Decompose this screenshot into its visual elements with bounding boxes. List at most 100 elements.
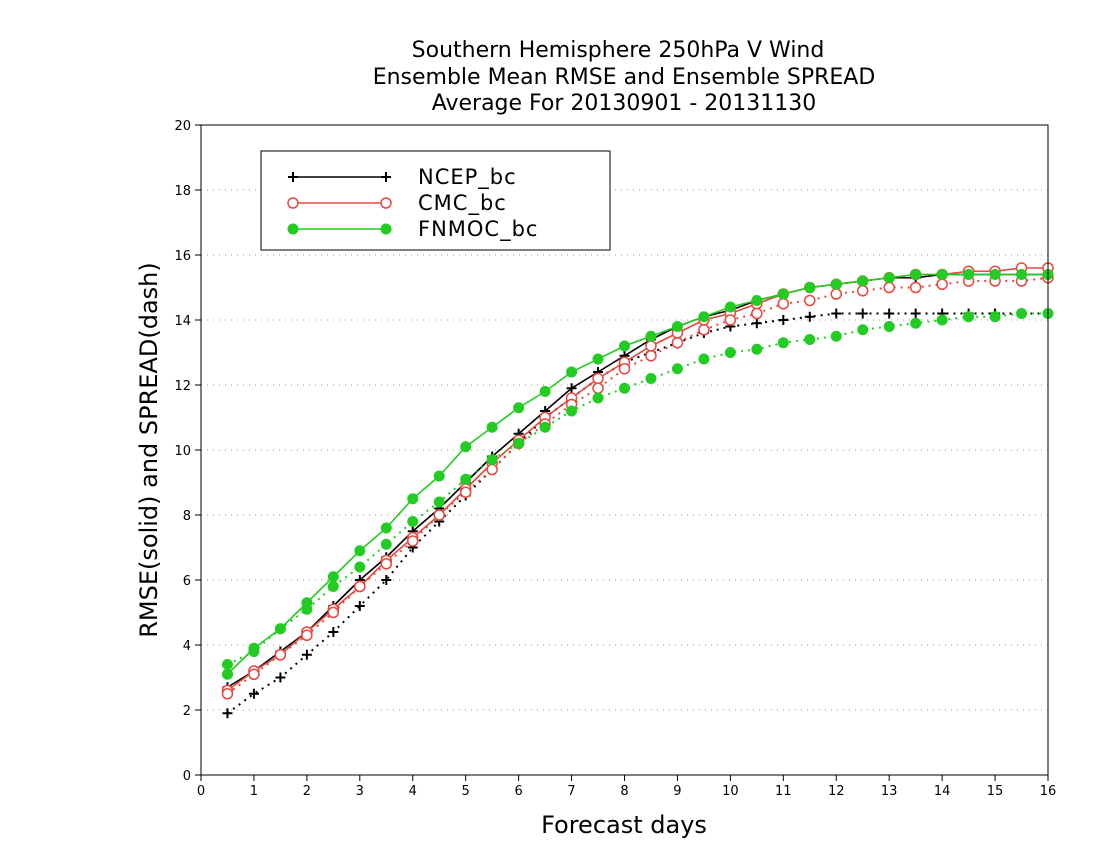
legend-marker-ncep-bc [288, 172, 298, 182]
plot-frame [200, 124, 1049, 776]
series-fnmoc-bc-rmse-point [963, 269, 975, 280]
series-ncep-bc-spread-point [804, 311, 815, 322]
series-cmc-bc-spread-point [459, 486, 472, 498]
series-fnmoc-bc-rmse-point [1016, 269, 1028, 280]
y-tick-label: 4 [183, 639, 191, 654]
series-fnmoc-bc-rmse-point [910, 269, 922, 280]
series-fnmoc-bc-spread-point [830, 330, 842, 342]
series-fnmoc-bc-spread-point [645, 373, 657, 384]
series-fnmoc-bc-spread-point [539, 421, 551, 433]
series-fnmoc-bc-rmse-point [539, 386, 551, 397]
series-ncep-bc-spread-point [381, 575, 392, 585]
series-fnmoc-bc-spread-point [936, 314, 948, 326]
legend-label-cmc-bc: CMC_bc [418, 191, 507, 216]
x-tick-label: 7 [567, 784, 575, 799]
x-tick-label: 1 [250, 784, 258, 799]
series-fnmoc-bc-rmse-point [645, 330, 657, 342]
series-cmc-bc-spread-point [354, 580, 366, 593]
series-fnmoc-bc-spread-point [592, 392, 604, 404]
series-fnmoc-bc-spread-point [460, 473, 472, 485]
series-cmc-bc-spread-point [698, 324, 710, 336]
series-fnmoc-bc-spread-point [698, 353, 710, 365]
series-cmc-bc-spread-point [301, 629, 313, 641]
series-fnmoc-bc-spread-point [1016, 308, 1028, 319]
x-tick-label: 3 [356, 784, 364, 799]
series-fnmoc-bc [221, 269, 1054, 680]
y-axis-label: RMSE(solid) and SPREAD(dash) [135, 262, 163, 638]
series-fnmoc-bc-rmse-point [433, 470, 445, 482]
series-fnmoc-bc-spread-point [248, 646, 260, 657]
series-cmc-bc-spread-point [909, 281, 922, 294]
series-fnmoc-bc-rmse-point [989, 269, 1001, 280]
y-tick-label: 2 [183, 704, 191, 719]
series-fnmoc-bc-rmse-point [857, 275, 869, 287]
x-axis-label: Forecast days [541, 811, 707, 839]
chart-title: Southern Hemisphere 250hPa V Wind Ensemb… [373, 38, 876, 116]
x-tick-label: 16 [1040, 784, 1057, 799]
series-fnmoc-bc-spread-point [671, 363, 683, 375]
series-fnmoc-bc-rmse-point [698, 311, 710, 323]
legend-marker-ncep-bc [381, 172, 391, 182]
x-tick-label: 6 [514, 784, 522, 799]
series-cmc-bc [221, 262, 1054, 700]
x-tick-label: 9 [673, 784, 681, 799]
series-fnmoc-bc-spread-point [301, 603, 313, 615]
series-cmc-bc-spread-point [883, 281, 895, 294]
y-tick-label: 18 [174, 184, 191, 199]
legend-marker-fnmoc-bc [380, 223, 392, 235]
series-fnmoc-bc-rmse-point [751, 295, 763, 306]
series-ncep-bc-spread-point [301, 649, 312, 660]
series-ncep-bc-spread-point [354, 601, 365, 611]
legend-label-ncep-bc: NCEP_bc [418, 165, 517, 190]
series-cmc-bc-spread-point [777, 298, 790, 310]
series-fnmoc-bc-spread-point [751, 343, 763, 355]
x-tick-label: 13 [881, 784, 898, 799]
y-tick-label: 10 [174, 444, 191, 459]
y-tick-label: 0 [183, 769, 191, 784]
series-fnmoc-bc-spread-point [566, 405, 578, 417]
series-cmc-bc-spread-point [592, 382, 604, 394]
y-tick-label: 20 [174, 119, 191, 134]
x-tick-label: 4 [409, 784, 417, 799]
y-tick-label: 6 [183, 574, 191, 589]
series-fnmoc-bc-rmse-point [671, 321, 683, 332]
series-cmc-bc-spread-point [407, 535, 419, 547]
series-fnmoc-bc-rmse-point [460, 441, 472, 453]
series-cmc-bc-spread-point [830, 288, 842, 300]
series-fnmoc-bc-rmse-point [724, 301, 736, 313]
x-tick-label: 10 [722, 784, 739, 799]
series-fnmoc-bc-spread-line [227, 312, 1048, 666]
series-fnmoc-bc-rmse-point [936, 269, 948, 280]
series-cmc-bc-spread-point [327, 606, 340, 619]
series-ncep-bc-rmse-point [566, 383, 577, 394]
legend-marker-fnmoc-bc [287, 223, 299, 235]
series-cmc-bc-spread-point [751, 307, 763, 320]
series-fnmoc-bc-rmse-point [327, 571, 339, 583]
series-fnmoc-bc-rmse-point [566, 366, 578, 378]
series-fnmoc-bc-rmse-point [380, 522, 392, 534]
series-fnmoc-bc-rmse-point [592, 353, 604, 365]
series-fnmoc-bc-spread-point [274, 623, 286, 635]
legend-box [260, 150, 611, 251]
x-tick-label: 12 [828, 784, 845, 799]
series-cmc-bc-spread-point [221, 688, 234, 700]
series-fnmoc-bc-rmse-point [883, 272, 895, 284]
series-fnmoc-bc-rmse-point [804, 282, 816, 293]
x-tick-label: 5 [462, 784, 470, 799]
series-cmc-bc-rmse-point [592, 372, 604, 385]
series-cmc-bc-spread-point [380, 558, 393, 570]
series-cmc-bc-spread-point [486, 463, 498, 476]
series-fnmoc-bc-rmse-point [486, 421, 498, 433]
series-ncep-bc-spread-point [248, 688, 259, 699]
series-fnmoc-bc-rmse-point [830, 278, 842, 290]
series-fnmoc-bc-spread-point [354, 561, 366, 573]
x-tick-label: 14 [934, 784, 951, 799]
series-fnmoc-bc-spread-point [963, 311, 975, 323]
series-ncep-bc [222, 269, 1053, 719]
series-cmc-bc-spread-point [248, 668, 260, 680]
series-cmc-bc-spread-point [804, 294, 816, 307]
x-tick-label: 11 [775, 784, 792, 799]
